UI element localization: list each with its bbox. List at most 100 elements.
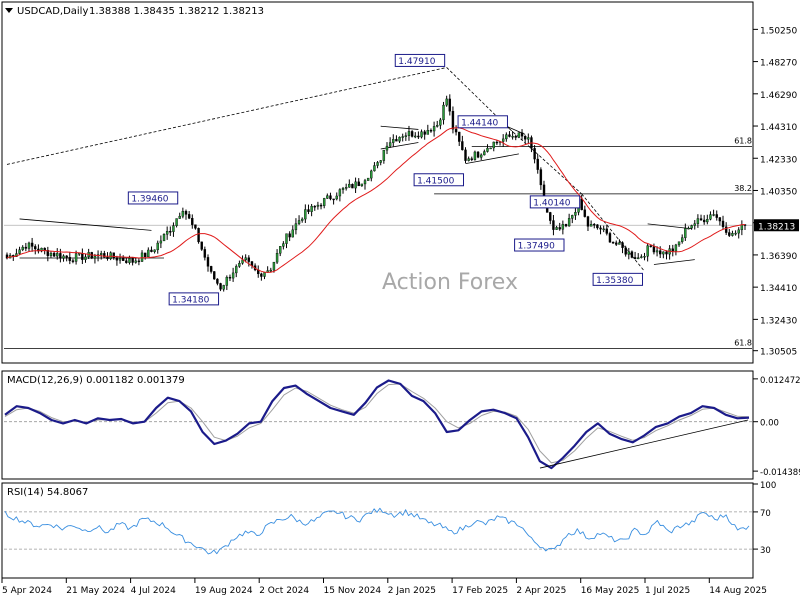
candle-body xyxy=(297,220,301,224)
swing-label: 1.39460 xyxy=(131,194,168,204)
candle-body xyxy=(181,211,185,217)
triangle-upper xyxy=(647,223,692,230)
candle-body xyxy=(442,104,445,121)
candle-body xyxy=(213,271,216,280)
candle-body xyxy=(225,276,229,286)
candle-body xyxy=(228,276,232,279)
candle-body xyxy=(275,253,279,263)
candle-body xyxy=(649,245,652,247)
candle-body xyxy=(222,285,225,290)
candle-body xyxy=(527,137,530,140)
candle-body xyxy=(247,257,251,262)
triangle-lower xyxy=(653,259,695,265)
candle-body xyxy=(414,135,417,138)
x-tick-label: 2 Oct 2024 xyxy=(259,586,309,596)
candle-body xyxy=(134,260,137,263)
candle-body xyxy=(197,228,200,243)
candle-body xyxy=(473,151,477,160)
x-axis: 5 Apr 2024 21 May 2024 4 Jul 2024 19 Aug 20… xyxy=(1,578,767,596)
candle-body xyxy=(279,246,282,254)
triangle-upper xyxy=(19,218,152,231)
candle-body xyxy=(169,231,172,233)
candle-body xyxy=(379,160,382,163)
candle-body xyxy=(662,251,665,255)
candle-body xyxy=(508,134,511,137)
candle-body xyxy=(24,246,28,249)
candle-body xyxy=(363,180,367,185)
candle-body xyxy=(115,257,119,261)
candle-body xyxy=(454,128,458,133)
fib-label: 61.8 xyxy=(734,339,752,348)
candle-body xyxy=(706,219,709,223)
macd-tick-label: -0.014389 xyxy=(760,468,800,478)
candle-body xyxy=(172,225,175,232)
candle-body xyxy=(357,181,360,187)
price-tick-label: 1.48270 xyxy=(760,59,797,69)
candle-body xyxy=(495,141,499,144)
candle-body xyxy=(121,258,125,261)
candle-body xyxy=(106,256,109,259)
candle-body xyxy=(392,139,395,143)
candle-body xyxy=(492,141,495,149)
candle-body xyxy=(341,188,345,190)
candle-body xyxy=(599,227,602,230)
candle-body xyxy=(288,233,291,238)
candle-body xyxy=(489,147,492,150)
candle-body xyxy=(65,255,68,258)
candle-body xyxy=(348,184,351,188)
x-tick-label: 2 Jan 2025 xyxy=(388,586,436,596)
macd-tick-label: 0.012472 xyxy=(760,376,800,386)
candle-body xyxy=(633,257,637,260)
candle-body xyxy=(21,246,24,250)
price-tick-label: 1.30505 xyxy=(760,348,797,358)
candle-body xyxy=(458,131,461,142)
candle-body xyxy=(680,237,684,242)
candle-body xyxy=(71,260,75,262)
candle-body xyxy=(316,204,320,207)
candle-body xyxy=(103,253,106,258)
candle-body xyxy=(335,195,338,200)
candle-body xyxy=(646,245,649,257)
swing-label-box xyxy=(413,173,465,187)
candle-body xyxy=(187,214,191,219)
candle-body xyxy=(59,253,62,259)
candle-body xyxy=(517,132,521,138)
candle-body xyxy=(395,139,398,142)
candle-body xyxy=(351,184,354,189)
swing-label-box xyxy=(457,115,508,129)
swing-label: 1.40140 xyxy=(533,198,570,208)
candle-body xyxy=(140,252,144,262)
candle-body xyxy=(608,233,612,243)
candle-body xyxy=(567,218,571,227)
dashed-drop-line xyxy=(581,193,645,272)
candle-body xyxy=(451,111,455,130)
price-tick-label: 1.42330 xyxy=(760,155,797,165)
candle-body xyxy=(388,142,392,147)
candle-body xyxy=(505,134,508,140)
candle-body xyxy=(366,177,370,181)
rsi-line xyxy=(4,507,750,555)
candle-body xyxy=(476,151,480,158)
candle-body xyxy=(652,246,656,253)
candle-body xyxy=(322,198,326,206)
candle-body xyxy=(231,272,235,279)
candle-body xyxy=(159,240,163,244)
x-tick-label: 17 Feb 2025 xyxy=(452,586,508,596)
candle-body xyxy=(175,218,178,226)
macd-title: MACD(12,26,9) 0.001182 0.001379 xyxy=(7,375,185,386)
candle-body xyxy=(219,283,222,290)
candle-body xyxy=(370,170,373,179)
candle-body xyxy=(30,242,34,247)
price-axis: 1.50250 1.48270 1.46290 1.44310 1.42330 1.403… xyxy=(753,26,797,358)
candle-body xyxy=(354,181,357,189)
candle-body xyxy=(109,252,112,259)
candle-body xyxy=(385,145,389,151)
rsi-tick-label: 70 xyxy=(760,509,771,519)
swing-label: 1.37490 xyxy=(518,242,555,252)
candle-body xyxy=(470,158,473,160)
candle-body xyxy=(655,250,659,253)
candle-body xyxy=(561,224,565,230)
macd-trendline xyxy=(539,419,749,469)
dropdown-triangle-icon[interactable] xyxy=(5,8,13,13)
candle-body xyxy=(304,209,307,220)
